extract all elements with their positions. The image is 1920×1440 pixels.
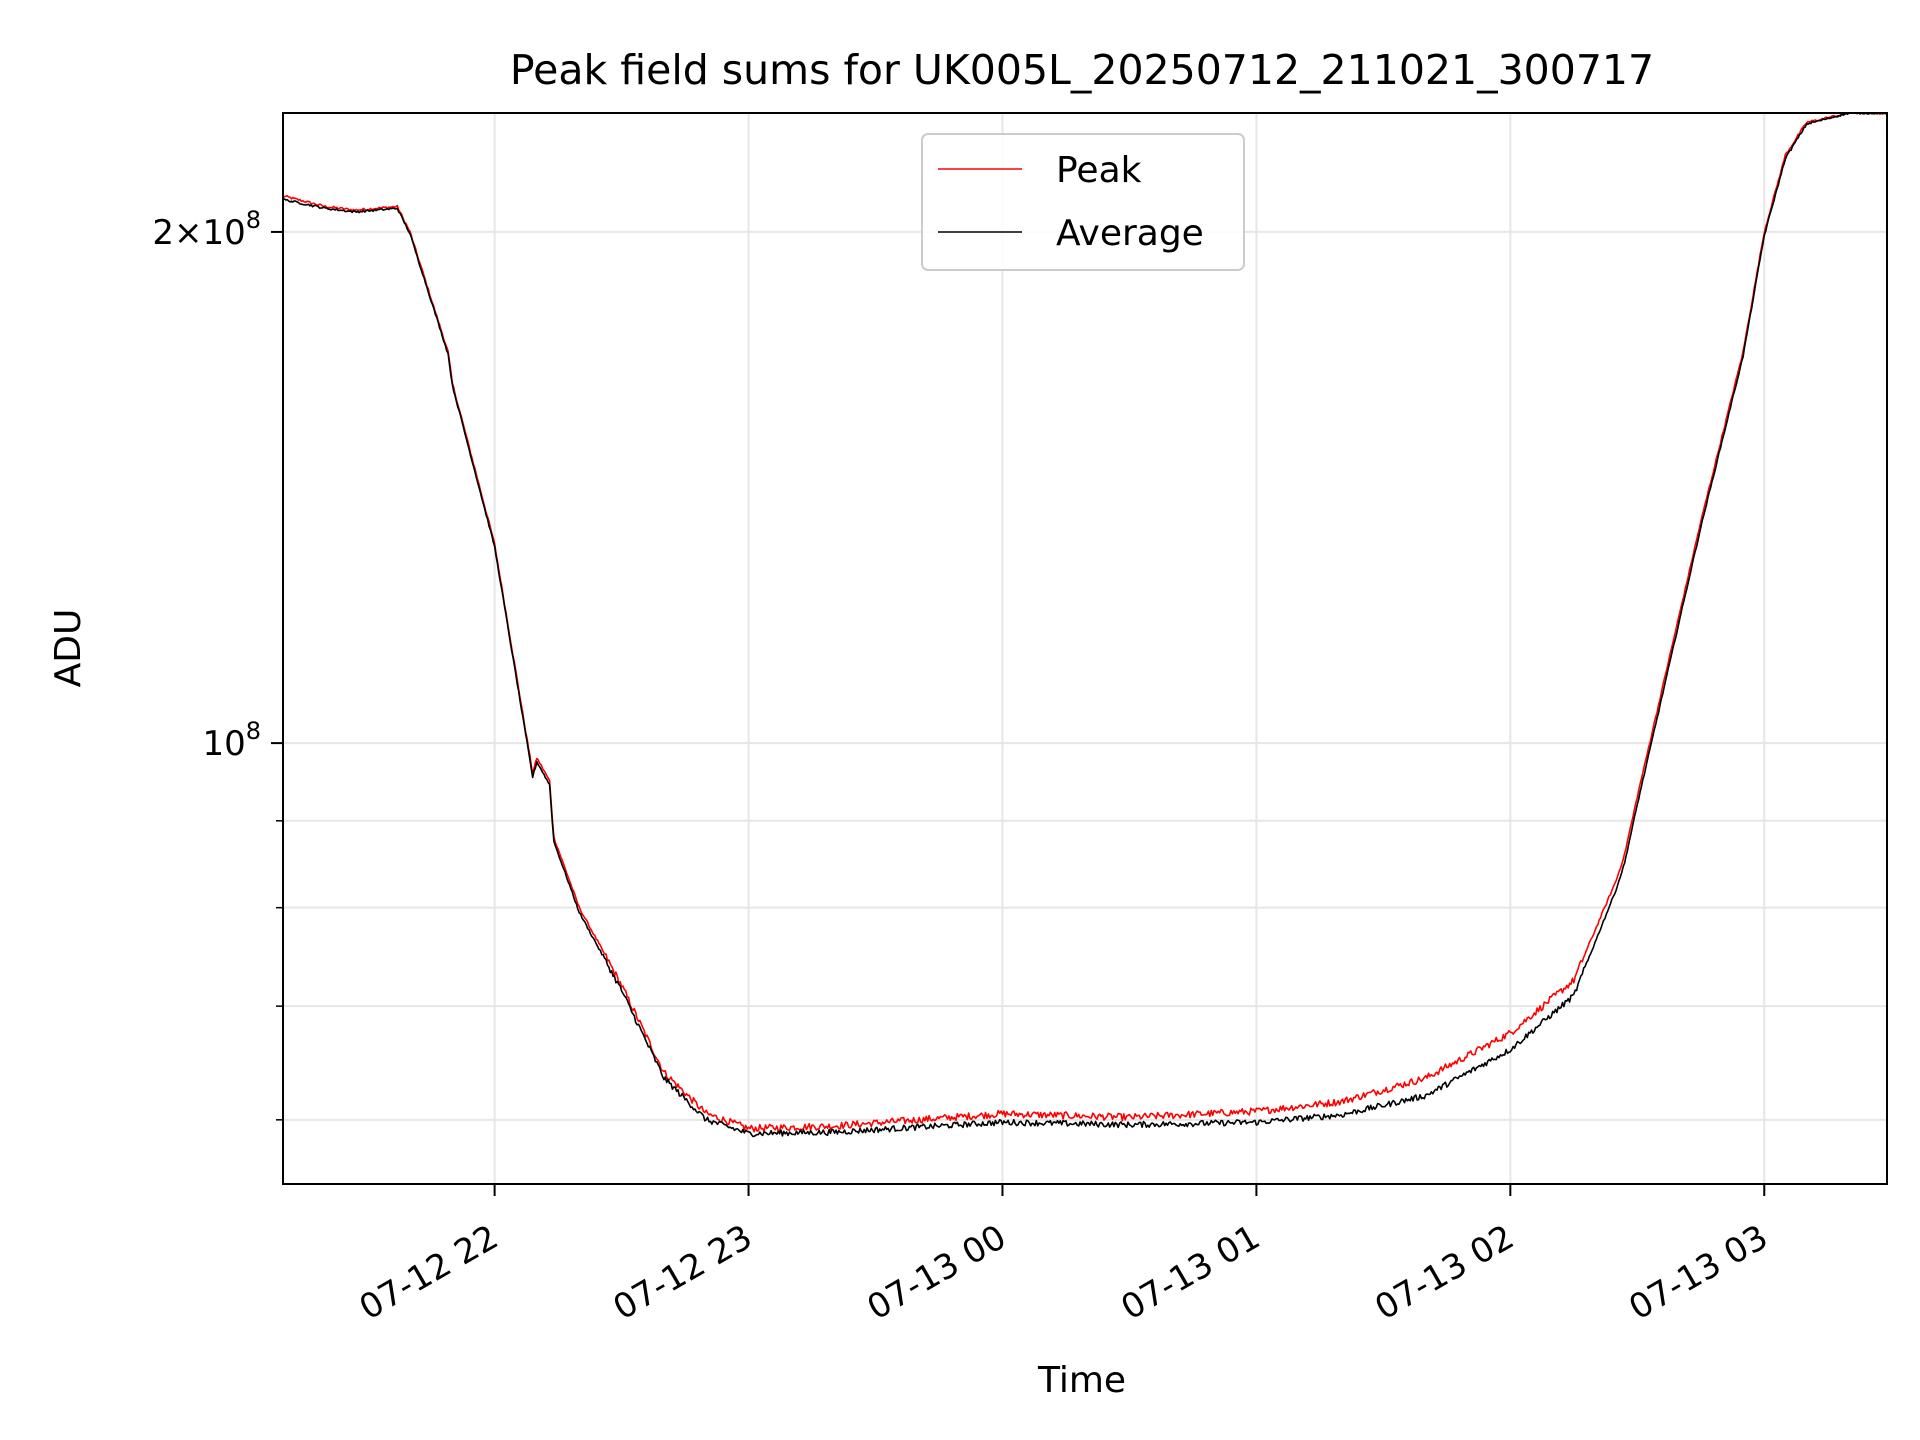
x-tick-label: 07-12 22 <box>353 1217 505 1328</box>
plot-frame <box>282 112 1888 1185</box>
x-tick-label: 07-13 00 <box>861 1217 1013 1328</box>
x-axis-title: Time <box>1037 1360 1126 1401</box>
legend: Peak Average <box>921 133 1245 271</box>
x-axis: 07-12 22 07-12 23 07-13 00 07-13 01 07-13 02… <box>353 1184 1775 1328</box>
series-line-average <box>282 112 1888 1138</box>
y-tick-base: 10 <box>202 724 245 764</box>
series-lines <box>282 112 1888 1138</box>
x-tick-label: 07-13 01 <box>1115 1217 1267 1328</box>
x-tick-label: 07-12 23 <box>607 1217 759 1328</box>
legend-label-peak: Peak <box>1056 150 1142 191</box>
x-tick-label: 07-13 02 <box>1368 1217 1520 1328</box>
x-tick-label: 07-13 03 <box>1622 1217 1774 1328</box>
grid <box>283 113 1887 1184</box>
y-axis-title: ADU <box>48 609 89 688</box>
y-tick-mantissa: 2× <box>152 213 202 253</box>
y-tick-label: 108 <box>202 717 261 764</box>
y-tick-exponent: 8 <box>246 206 261 234</box>
chart-title: Peak field sums for UK005L_20250712_2110… <box>510 46 1654 94</box>
y-tick-label: 2×108 <box>152 206 261 253</box>
y-tick-base: 10 <box>202 213 245 253</box>
legend-label-average: Average <box>1056 213 1204 254</box>
y-tick-exponent: 8 <box>246 717 261 745</box>
legend-box <box>921 133 1245 271</box>
